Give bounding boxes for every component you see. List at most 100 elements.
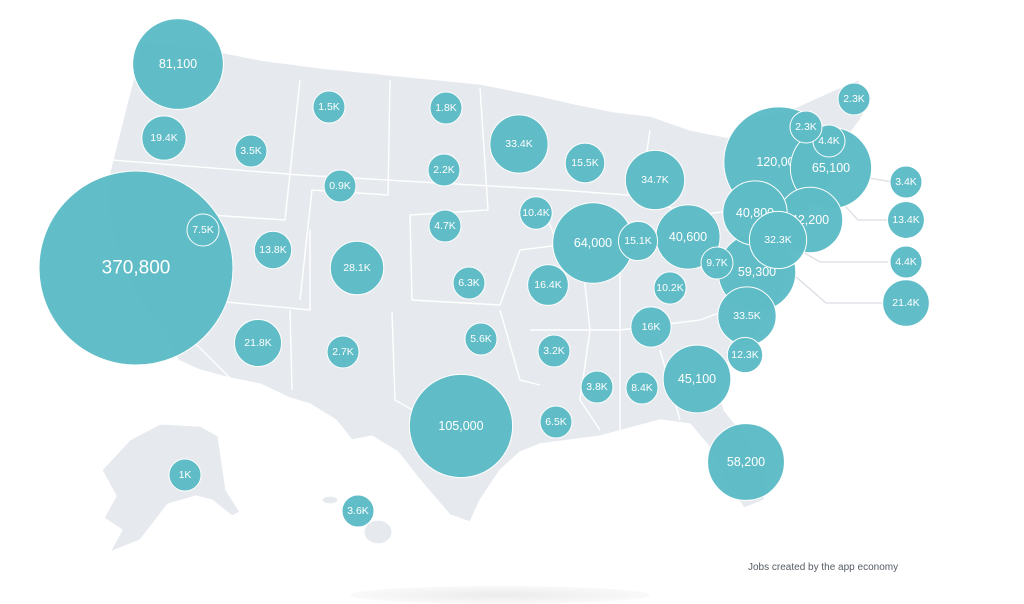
bubble-ca[interactable]: 370,800 xyxy=(38,170,234,366)
bubble-label-nd: 1.8K xyxy=(435,102,457,114)
bubble-label-sc: 12.3K xyxy=(731,349,758,361)
bubble-label-ar: 3.2K xyxy=(543,345,565,357)
bubble-nc[interactable]: 33.5K xyxy=(717,286,777,346)
bubble-circle-la[interactable] xyxy=(539,405,573,439)
bubble-wy[interactable]: 0.9K xyxy=(323,169,357,203)
bubble-wa[interactable]: 81,100 xyxy=(132,18,224,110)
bubble-circle-ne[interactable] xyxy=(428,209,462,243)
bubble-circle-nd[interactable] xyxy=(429,91,463,125)
bubble-co[interactable]: 28.1K xyxy=(329,240,385,296)
bubble-ak[interactable]: 1K xyxy=(168,458,202,492)
bubble-circle-ky[interactable] xyxy=(653,271,687,305)
bubble-circle-wi[interactable] xyxy=(564,142,606,184)
bubble-circle-tn[interactable] xyxy=(630,306,672,348)
bubble-ia[interactable]: 10.4K xyxy=(519,196,553,230)
bubble-label-nc: 33.5K xyxy=(733,310,760,322)
bubble-circle-mi[interactable] xyxy=(624,149,686,211)
alaska-land xyxy=(101,423,241,554)
bubble-circle-al[interactable] xyxy=(625,371,659,405)
bubble-nm[interactable]: 2.7K xyxy=(326,335,360,369)
bubble-ga[interactable]: 45,100 xyxy=(662,344,732,414)
bubble-or[interactable]: 19.4K xyxy=(141,115,187,161)
bubble-label-ia: 10.4K xyxy=(522,207,549,219)
bubble-id[interactable]: 3.5K xyxy=(234,134,268,168)
bubble-circle-fl[interactable] xyxy=(707,423,785,501)
bubble-circle-ok[interactable] xyxy=(464,322,498,356)
bubble-tn[interactable]: 16K xyxy=(630,306,672,348)
bubble-circle-md[interactable] xyxy=(748,210,808,270)
bubble-circle-ga[interactable] xyxy=(662,344,732,414)
bubble-circle-ut[interactable] xyxy=(253,230,293,270)
bubble-circle-wa[interactable] xyxy=(132,18,224,110)
bubble-circle-wv[interactable] xyxy=(700,246,734,280)
bubble-az[interactable]: 21.8K xyxy=(233,318,283,368)
bubble-circle-ct[interactable] xyxy=(887,201,925,239)
bubble-ri[interactable]: 3.4K xyxy=(889,165,923,199)
bubble-circle-ms[interactable] xyxy=(580,370,614,404)
bubble-circle-ca[interactable] xyxy=(38,170,234,366)
bubble-circle-wy[interactable] xyxy=(323,169,357,203)
bubble-mt[interactable]: 1.5K xyxy=(312,90,346,124)
bubble-la[interactable]: 6.5K xyxy=(539,405,573,439)
bubble-fl[interactable]: 58,200 xyxy=(707,423,785,501)
bubble-circle-vt[interactable] xyxy=(789,110,823,144)
bubble-ar[interactable]: 3.2K xyxy=(537,334,571,368)
bubble-circle-ks[interactable] xyxy=(452,266,486,300)
bubble-label-mt: 1.5K xyxy=(318,101,340,113)
bubble-circle-nv[interactable] xyxy=(186,213,220,247)
bubble-nv[interactable]: 7.5K xyxy=(186,213,220,247)
bubble-ut[interactable]: 13.8K xyxy=(253,230,293,270)
bubble-label-ri: 3.4K xyxy=(895,176,917,188)
bubble-label-ky: 10.2K xyxy=(656,282,683,294)
bubble-circle-mt[interactable] xyxy=(312,90,346,124)
bubble-circle-dc[interactable] xyxy=(882,279,930,327)
bubble-circle-mo[interactable] xyxy=(527,264,569,306)
bubble-label-wv: 9.7K xyxy=(706,257,728,269)
bubble-circle-nm[interactable] xyxy=(326,335,360,369)
bubble-circle-in[interactable] xyxy=(617,220,659,262)
bubble-tx[interactable]: 105,000 xyxy=(408,373,514,479)
bubble-circle-sc[interactable] xyxy=(726,336,764,374)
bubble-mi[interactable]: 34.7K xyxy=(624,149,686,211)
bubble-wv[interactable]: 9.7K xyxy=(700,246,734,280)
bubble-circle-me[interactable] xyxy=(837,82,871,116)
bubble-circle-tx[interactable] xyxy=(408,373,514,479)
bubble-hi[interactable]: 3.6K xyxy=(341,494,375,528)
bubble-vt[interactable]: 2.3K xyxy=(789,110,823,144)
bubble-circle-ia[interactable] xyxy=(519,196,553,230)
bubble-wi[interactable]: 15.5K xyxy=(564,142,606,184)
bubble-de[interactable]: 4.4K xyxy=(889,245,923,279)
bubble-label-ca: 370,800 xyxy=(102,258,171,279)
bubble-ct[interactable]: 13.4K xyxy=(887,201,925,239)
bubble-circle-co[interactable] xyxy=(329,240,385,296)
bubble-label-mo: 16.4K xyxy=(534,279,561,291)
bubble-circle-sd[interactable] xyxy=(427,153,461,187)
bubble-circle-ak[interactable] xyxy=(168,458,202,492)
bubble-sc[interactable]: 12.3K xyxy=(726,336,764,374)
bubble-mo[interactable]: 16.4K xyxy=(527,264,569,306)
bubble-mn[interactable]: 33.4K xyxy=(489,114,549,174)
bubble-circle-ar[interactable] xyxy=(537,334,571,368)
bubble-il[interactable]: 64,000 xyxy=(552,202,634,284)
bubble-me[interactable]: 2.3K xyxy=(837,82,871,116)
bubble-circle-hi[interactable] xyxy=(341,494,375,528)
bubble-circle-de[interactable] xyxy=(889,245,923,279)
bubble-ne[interactable]: 4.7K xyxy=(428,209,462,243)
bubble-circle-mn[interactable] xyxy=(489,114,549,174)
bubble-ky[interactable]: 10.2K xyxy=(653,271,687,305)
bubble-circle-or[interactable] xyxy=(141,115,187,161)
bubble-nd[interactable]: 1.8K xyxy=(429,91,463,125)
bubble-ms[interactable]: 3.8K xyxy=(580,370,614,404)
bubble-label-ks: 6.3K xyxy=(458,277,480,289)
bubble-circle-ri[interactable] xyxy=(889,165,923,199)
bubble-circle-az[interactable] xyxy=(233,318,283,368)
bubble-md[interactable]: 32.3K xyxy=(748,210,808,270)
bubble-dc[interactable]: 21.4K xyxy=(882,279,930,327)
bubble-ks[interactable]: 6.3K xyxy=(452,266,486,300)
bubble-label-wy: 0.9K xyxy=(329,180,351,192)
bubble-ok[interactable]: 5.6K xyxy=(464,322,498,356)
bubble-al[interactable]: 8.4K xyxy=(625,371,659,405)
bubble-in[interactable]: 15.1K xyxy=(617,220,659,262)
bubble-sd[interactable]: 2.2K xyxy=(427,153,461,187)
bubble-circle-id[interactable] xyxy=(234,134,268,168)
